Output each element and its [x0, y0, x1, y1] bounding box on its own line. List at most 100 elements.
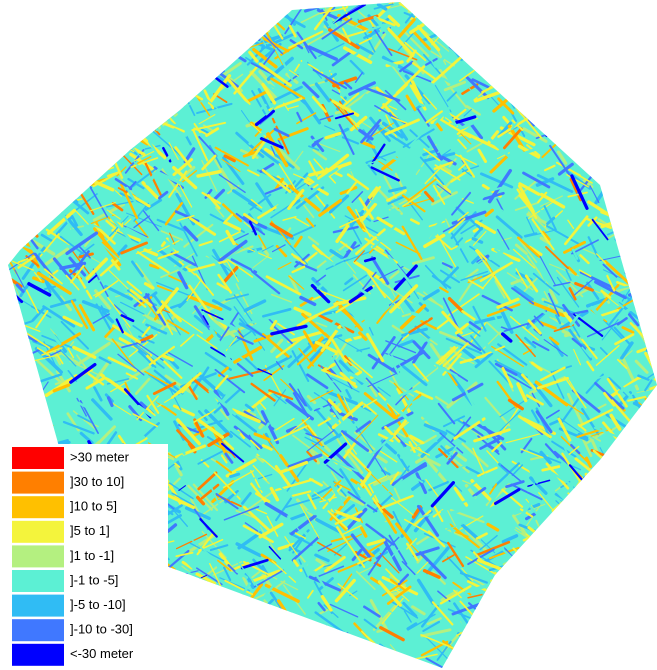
raster-stroke: [182, 26, 192, 33]
raster-stroke: [58, 46, 88, 70]
raster-stroke: [217, 653, 221, 661]
raster-stroke: [221, 20, 230, 37]
raster-stroke: [205, 0, 215, 5]
raster-stroke: [28, 175, 37, 186]
raster-stroke: [652, 479, 657, 495]
raster-stroke: [34, 5, 58, 12]
raster-stroke: [294, 629, 315, 657]
raster-stroke: [513, 28, 529, 49]
raster-stroke: [615, 218, 623, 222]
raster-stroke: [634, 259, 657, 268]
raster-stroke: [608, 128, 614, 134]
raster-stroke: [546, 51, 558, 59]
raster-stroke: [583, 97, 605, 111]
raster-stroke: [14, 391, 25, 408]
raster-stroke: [192, 596, 202, 603]
raster-stroke: [156, 105, 174, 122]
raster-stroke: [488, 0, 501, 6]
raster-stroke: [155, 60, 174, 69]
raster-stroke: [135, 85, 148, 99]
raster-stroke: [258, 632, 265, 636]
raster-stroke: [539, 58, 553, 72]
raster-stroke: [306, 620, 318, 647]
raster-stroke: [210, 629, 224, 643]
raster-stroke: [645, 203, 657, 212]
raster-stroke: [518, 37, 538, 59]
raster-stroke: [115, 91, 143, 98]
raster-stroke: [27, 92, 47, 100]
raster-stroke: [165, 666, 186, 670]
raster-stroke: [54, 96, 65, 100]
raster-stroke: [27, 224, 37, 237]
raster-stroke: [297, 638, 317, 647]
raster-stroke: [592, 22, 603, 43]
raster-stroke: [649, 434, 657, 457]
raster-stroke: [541, 116, 551, 124]
raster-stroke: [577, 645, 594, 651]
raster-stroke: [267, 19, 271, 27]
raster-stroke: [515, 29, 526, 52]
raster-stroke: [95, 86, 104, 99]
raster-stroke: [564, 628, 570, 638]
raster-stroke: [129, 60, 139, 64]
raster-stroke: [174, 78, 198, 91]
raster-stroke: [605, 61, 616, 77]
raster-stroke: [602, 1, 628, 20]
raster-stroke: [645, 146, 655, 162]
raster-stroke: [189, 636, 211, 647]
raster-stroke: [12, 326, 26, 351]
raster-stroke: [50, 0, 80, 4]
raster-stroke: [145, 47, 152, 57]
raster-stroke: [614, 201, 621, 211]
raster-stroke: [564, 664, 569, 670]
raster-stroke: [568, 521, 585, 541]
raster-stroke: [88, 73, 106, 86]
raster-stroke: [30, 20, 46, 24]
raster-stroke: [263, 630, 290, 646]
raster-stroke: [507, 589, 515, 595]
raster-stroke: [73, 0, 99, 22]
raster-stroke: [206, 608, 234, 632]
raster-stroke: [630, 426, 652, 435]
raster-stroke: [181, 644, 198, 651]
raster-stroke: [606, 0, 628, 8]
raster-stroke: [643, 89, 657, 102]
raster-stroke: [578, 476, 588, 497]
raster-stroke: [78, 153, 83, 160]
raster-stroke: [297, 626, 326, 642]
raster-stroke: [473, 34, 496, 51]
raster-stroke: [583, 18, 606, 41]
raster-stroke: [647, 264, 657, 295]
raster-stroke: [123, 5, 155, 21]
raster-stroke: [165, 666, 192, 670]
raster-stroke: [574, 48, 585, 62]
raster-stroke: [19, 132, 33, 140]
raster-stroke: [171, 44, 188, 51]
raster-stroke: [559, 663, 574, 670]
raster-stroke: [185, 592, 215, 611]
raster-stroke: [595, 571, 632, 578]
raster-stroke: [166, 89, 189, 104]
raster-stroke: [180, 27, 192, 32]
raster-stroke: [606, 480, 612, 485]
raster-stroke: [609, 520, 636, 545]
raster-stroke: [195, 14, 220, 32]
raster-stroke: [167, 585, 189, 613]
raster-stroke: [540, 42, 551, 58]
raster-stroke: [240, 604, 250, 618]
raster-stroke: [258, 16, 269, 31]
raster-stroke: [63, 176, 92, 188]
raster-stroke: [138, 0, 153, 8]
raster-stroke: [641, 408, 652, 413]
raster-stroke: [6, 91, 25, 109]
raster-stroke: [636, 466, 657, 485]
raster-stroke: [8, 103, 19, 110]
raster-stroke: [595, 529, 614, 538]
raster-stroke: [61, 157, 85, 177]
raster-stroke: [617, 462, 633, 482]
raster-stroke: [223, 625, 246, 651]
raster-stroke: [598, 525, 619, 545]
raster-stroke: [528, 536, 547, 547]
raster-stroke: [589, 563, 612, 585]
raster-stroke: [557, 109, 584, 127]
